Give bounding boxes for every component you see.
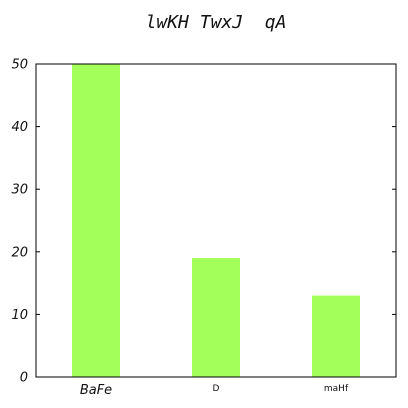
- bars-group: [72, 64, 360, 377]
- x-tick-label: D: [213, 384, 220, 394]
- y-tick-label: 40: [11, 120, 28, 135]
- plot-frame: [35, 63, 397, 378]
- y-tick-label: 10: [11, 308, 28, 323]
- y-tick-label: 0: [20, 371, 28, 386]
- bar-D: [192, 258, 240, 377]
- y-tick-label: 30: [11, 183, 28, 198]
- y-axis: 0 10 20 30 40 50: [11, 58, 396, 386]
- x-tick-label: BaFe: [80, 383, 112, 398]
- chart-title: lwKH TwxJ qA: [146, 12, 287, 33]
- x-tick-label: maHf: [324, 384, 349, 394]
- bar-BaFe: [72, 64, 120, 377]
- y-tick-label: 20: [11, 245, 28, 260]
- bar-maHf: [312, 295, 360, 377]
- y-tick-label: 50: [11, 58, 28, 73]
